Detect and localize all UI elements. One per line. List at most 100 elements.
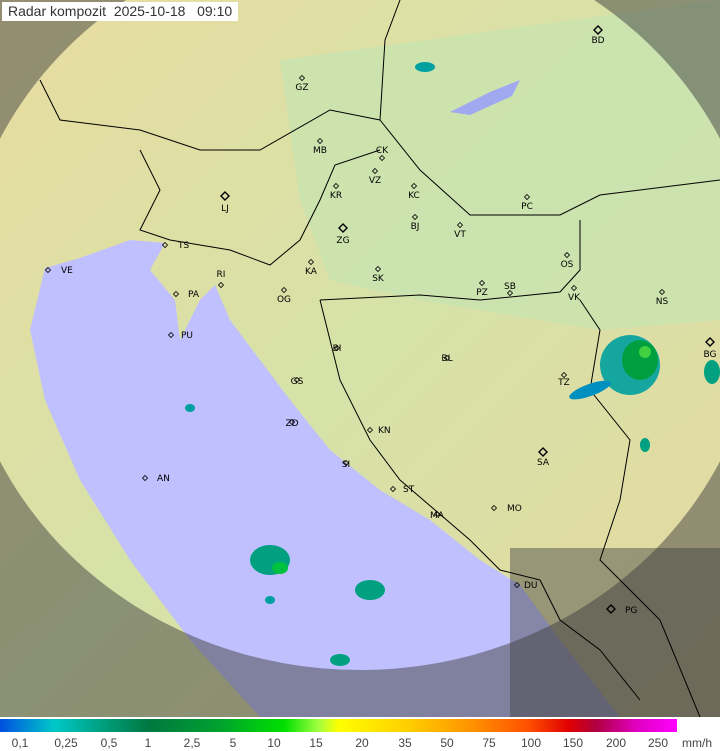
- city-label: MO: [507, 504, 522, 514]
- city-label: RI: [217, 270, 226, 280]
- legend-label: 100: [520, 736, 542, 750]
- city-marker-icon: [374, 265, 382, 273]
- city-marker-icon: [141, 474, 149, 482]
- city-marker-icon: [371, 167, 379, 175]
- legend-label: 0,5: [100, 736, 118, 750]
- city-label: ZG: [336, 236, 349, 246]
- legend-label: 5: [229, 736, 237, 750]
- city-marker-icon: [366, 426, 374, 434]
- city-markers: BD GZ MB CK VZ KR KC PC LJ BJ VT ZG TS VE KA SK RI OS PA OG…: [44, 25, 717, 616]
- city-label: KA: [305, 267, 318, 277]
- city-label: PZ: [476, 288, 488, 298]
- city-label: GS: [291, 377, 304, 387]
- city-marker-icon: [570, 284, 578, 292]
- legend-label: 0,1: [11, 736, 29, 750]
- city-label: MA: [430, 511, 445, 521]
- city-label: KR: [330, 191, 342, 201]
- outside-coverage: [0, 0, 720, 717]
- legend-label: 20: [355, 736, 369, 750]
- city-label: BI: [333, 344, 342, 354]
- city-marker-icon: [172, 290, 180, 298]
- city-marker-icon: [288, 418, 296, 426]
- city-marker-icon: [280, 286, 288, 294]
- city-label: PU: [181, 331, 193, 341]
- city-marker-icon: [217, 281, 225, 289]
- city-marker-icon: [478, 279, 486, 287]
- city-label: BL: [441, 354, 452, 364]
- city-marker-icon: [44, 266, 52, 274]
- legend-label: 250: [647, 736, 669, 750]
- city-label: KN: [378, 426, 391, 436]
- city-label: ST: [403, 485, 415, 495]
- city-marker-icon: [563, 251, 571, 259]
- city-marker-icon: [332, 182, 340, 190]
- city-label: AN: [157, 474, 170, 484]
- city-marker-icon: [410, 182, 418, 190]
- city-marker-icon: [538, 447, 548, 457]
- city-marker-icon: [307, 258, 315, 266]
- city-label: SI: [342, 460, 350, 470]
- legend-labels: mm/h 0,1 0,25 0,5 1 2,5 5 10 15 20 35 50 75 100 150 20…: [0, 736, 720, 751]
- legend-label: 1: [144, 736, 152, 750]
- city-label: LJ: [221, 204, 229, 214]
- city-marker-icon: [523, 193, 531, 201]
- city-label: CK: [376, 146, 389, 156]
- map-title: Radar kompozit 2025-10-18 09:10: [2, 2, 239, 21]
- city-label: OG: [277, 295, 291, 305]
- city-label: VT: [454, 230, 466, 240]
- city-label: SA: [537, 458, 550, 468]
- legend-label: 2,5: [183, 736, 201, 750]
- city-marker-icon: [506, 289, 514, 297]
- legend-label: 200: [605, 736, 627, 750]
- city-marker-icon: [298, 74, 306, 82]
- legend-label: 50: [440, 736, 454, 750]
- legend-label: 75: [482, 736, 496, 750]
- city-label: VZ: [369, 176, 381, 186]
- city-label: MB: [313, 146, 327, 156]
- city-label: TZ: [557, 378, 570, 388]
- city-label: PG: [625, 606, 637, 616]
- city-label: ZD: [285, 419, 298, 429]
- city-marker-icon: [333, 344, 341, 352]
- city-marker-icon: [293, 376, 301, 384]
- city-label: SK: [372, 274, 385, 284]
- city-label: VK: [568, 293, 581, 303]
- city-label: VE: [61, 266, 73, 276]
- city-marker-icon: [342, 459, 350, 467]
- city-marker-icon: [220, 191, 230, 201]
- city-marker-icon: [658, 288, 666, 296]
- legend-label: 15: [309, 736, 323, 750]
- city-marker-icon: [490, 504, 498, 512]
- city-label: BG: [704, 350, 717, 360]
- city-marker-icon: [705, 337, 715, 347]
- city-marker-icon: [593, 25, 603, 35]
- legend-label: 35: [398, 736, 412, 750]
- precipitation-color-scale: [0, 719, 677, 732]
- city-marker-icon: [560, 371, 568, 379]
- city-marker-icon: [513, 581, 521, 589]
- city-marker-icon: [433, 510, 441, 518]
- city-label: NS: [656, 297, 669, 307]
- city-label: OS: [561, 260, 574, 270]
- city-label: TS: [177, 241, 189, 251]
- city-label: PC: [521, 202, 533, 212]
- city-label: DU: [524, 581, 538, 591]
- city-marker-icon: [456, 221, 464, 229]
- adriatic-sea: [30, 240, 620, 717]
- city-marker-icon: [389, 485, 397, 493]
- city-label: PA: [188, 290, 200, 300]
- city-marker-icon: [316, 137, 324, 145]
- lake-balaton: [450, 80, 520, 115]
- city-label: BD: [591, 36, 604, 46]
- borders: [39, 0, 720, 717]
- city-marker-icon: [411, 213, 419, 221]
- radar-map[interactable]: BD GZ MB CK VZ KR KC PC LJ BJ VT ZG TS VE KA SK RI OS PA OG…: [0, 0, 720, 717]
- city-label: KC: [408, 191, 420, 201]
- city-label: BJ: [411, 222, 420, 232]
- legend-label: 0,25: [54, 736, 78, 750]
- outside-coverage-se: [510, 548, 720, 717]
- city-marker-icon: [338, 223, 348, 233]
- city-marker-icon: [606, 604, 616, 614]
- legend-unit: mm/h: [682, 736, 712, 750]
- city-label: GZ: [295, 83, 308, 93]
